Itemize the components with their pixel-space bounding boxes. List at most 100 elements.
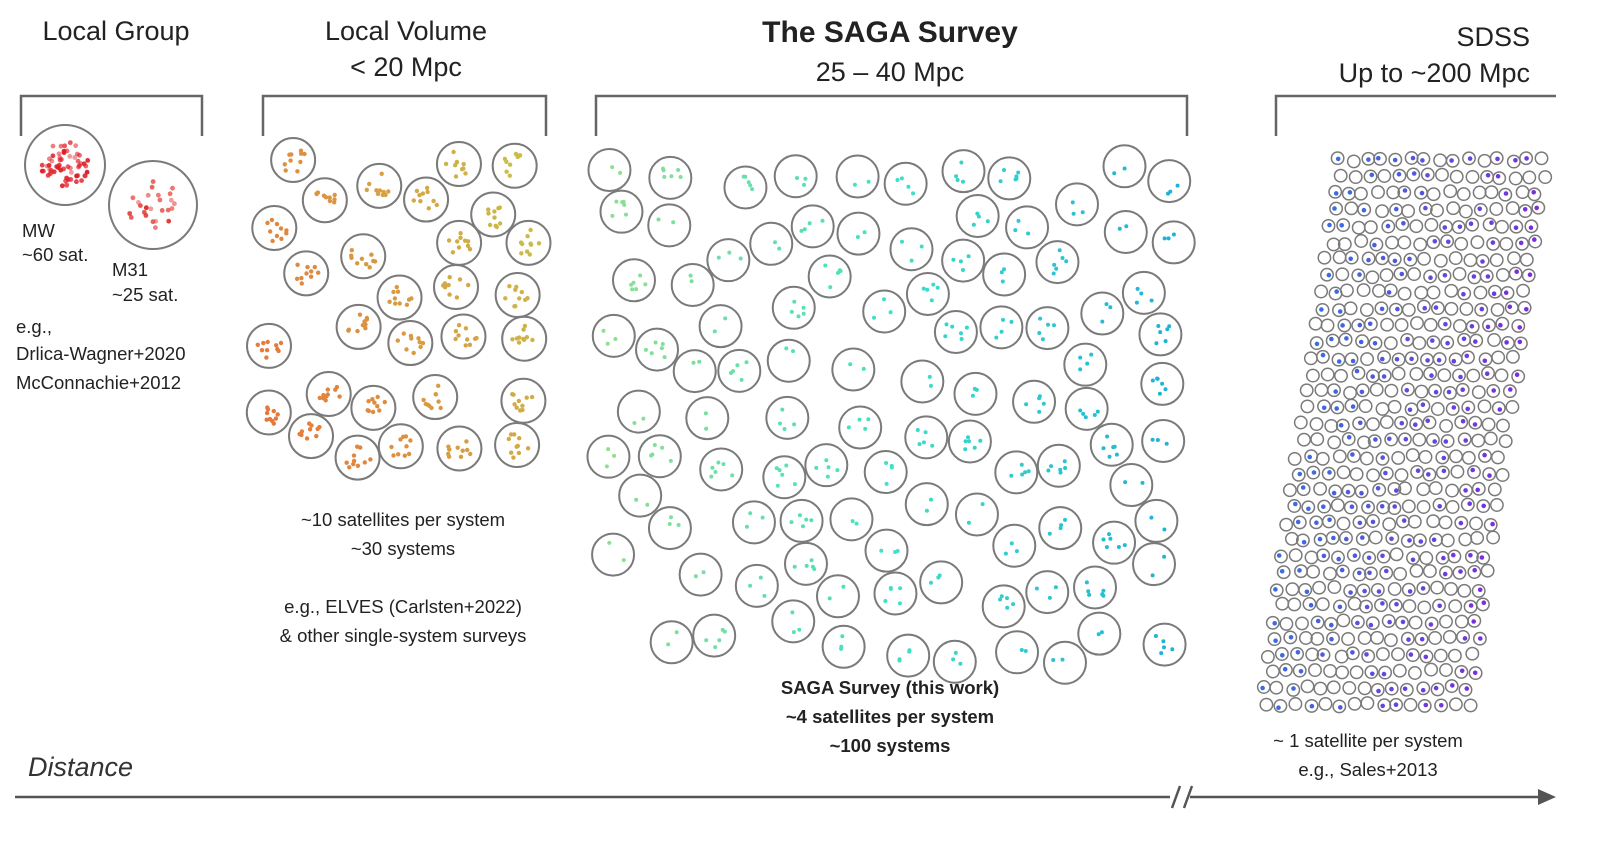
satellite-dot — [377, 188, 383, 193]
satellite-dot — [966, 435, 970, 440]
satellite-dot — [395, 338, 400, 343]
satellite-dot — [1026, 469, 1031, 474]
satellite-dot — [1338, 423, 1344, 428]
satellite-dot — [959, 331, 963, 336]
satellite-dot — [1099, 630, 1104, 635]
sdss-system — [1273, 698, 1288, 713]
m31-label: M31 — [112, 259, 148, 280]
satellite-dot — [1135, 286, 1140, 291]
satellite-dot — [446, 238, 452, 243]
satellite-dot — [1104, 302, 1109, 307]
satellite-dot — [1472, 567, 1477, 573]
satellite-dot — [1401, 518, 1407, 523]
satellite-dot — [1396, 171, 1402, 177]
satellite-dot — [1350, 452, 1355, 457]
satellite-dot — [56, 163, 62, 168]
satellite-dot — [1387, 436, 1392, 442]
satellite-dot — [520, 241, 525, 247]
satellite-dot — [906, 184, 911, 189]
satellite-dot — [1413, 422, 1418, 428]
sdss-system — [1432, 598, 1446, 613]
saga-system — [648, 155, 693, 200]
satellite-dot — [1333, 191, 1339, 196]
satellite-dot — [923, 430, 928, 435]
saga-system — [706, 238, 751, 283]
satellite-dot — [67, 154, 73, 159]
sdss-system — [1363, 317, 1378, 332]
sdss-system — [1344, 398, 1359, 413]
satellite-dot — [774, 466, 779, 471]
local-volume-system — [505, 219, 552, 266]
satellite-dot — [1038, 316, 1043, 321]
sdss-system — [1294, 564, 1308, 579]
sdss-system — [1359, 451, 1374, 466]
satellite-dot — [493, 223, 498, 228]
satellite-dot — [1134, 300, 1139, 305]
satellite-dot — [691, 360, 696, 365]
satellite-dot — [393, 301, 398, 306]
satellite-dot — [396, 452, 401, 457]
satellite-dot — [879, 548, 884, 553]
saga-system — [779, 498, 824, 543]
satellite-dot — [895, 178, 900, 182]
satellite-dot — [1464, 353, 1470, 359]
sdss-system — [1316, 648, 1331, 662]
local-volume-caption-4: & other single-system surveys — [279, 625, 527, 646]
sdss-system — [1423, 366, 1438, 381]
sdss-system — [1445, 401, 1460, 416]
sdss-system — [1495, 267, 1510, 282]
satellite-dot — [1392, 504, 1397, 509]
satellite-dot — [1482, 452, 1487, 458]
satellite-dot — [915, 428, 920, 432]
satellite-dot — [363, 326, 368, 331]
satellite-dot — [710, 465, 715, 470]
saga-system — [1132, 542, 1177, 587]
satellite-dot — [1348, 590, 1353, 595]
sdss-system — [1323, 663, 1338, 678]
satellite-dot — [389, 444, 394, 450]
satellite-dot — [304, 271, 309, 276]
satellite-dot — [316, 270, 321, 275]
satellite-dot — [1422, 305, 1427, 311]
local-volume-caption-3: e.g., ELVES (Carlsten+2022) — [284, 596, 522, 617]
satellite-dot — [1350, 404, 1356, 409]
satellite-dot — [1380, 255, 1386, 261]
sdss-system — [1479, 268, 1494, 283]
satellite-dot — [1321, 553, 1327, 559]
satellite-dot — [634, 287, 639, 292]
sdss-system — [1477, 399, 1492, 414]
satellite-dot — [1279, 569, 1285, 574]
satellite-dot — [897, 601, 902, 606]
sdss-system — [1279, 616, 1294, 631]
satellite-dot — [674, 630, 679, 635]
saga-system — [932, 639, 977, 684]
sdss-system — [1310, 432, 1325, 447]
satellite-dot — [966, 254, 971, 259]
sdss-system — [1418, 450, 1433, 464]
saga-system — [987, 156, 1032, 201]
sdss-caption-1: ~ 1 satellite per system — [1273, 730, 1463, 751]
satellite-dot — [704, 426, 709, 431]
satellite-dot — [265, 407, 271, 412]
satellite-dot — [1495, 174, 1501, 179]
satellite-dot — [462, 238, 468, 243]
distance-axis — [15, 785, 1540, 809]
satellite-dot — [375, 191, 381, 197]
satellite-dot — [1080, 210, 1085, 215]
satellite-dot — [895, 549, 900, 553]
sdss-system — [1387, 582, 1402, 596]
satellite-dot — [298, 159, 303, 165]
saga-system — [1147, 159, 1192, 204]
satellite-dot — [307, 427, 313, 432]
satellite-dot — [69, 170, 74, 175]
sdss-system — [1365, 616, 1380, 631]
sdss-system — [1370, 630, 1385, 645]
satellite-dot — [1298, 669, 1304, 674]
satellite-dot — [371, 258, 376, 264]
saga-system — [731, 500, 776, 545]
sdss-system — [1309, 336, 1324, 351]
satellite-dot — [463, 171, 468, 176]
satellite-dot — [1111, 445, 1116, 450]
sdss-system — [1341, 632, 1356, 646]
satellite-dot — [1399, 420, 1405, 426]
